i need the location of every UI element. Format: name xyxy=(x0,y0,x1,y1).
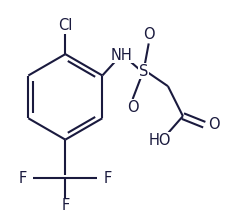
Text: Cl: Cl xyxy=(58,18,73,33)
Text: O: O xyxy=(209,117,220,132)
Text: O: O xyxy=(127,100,139,115)
Text: S: S xyxy=(139,64,148,79)
Text: F: F xyxy=(104,171,112,186)
Text: HO: HO xyxy=(148,133,171,148)
Text: O: O xyxy=(143,27,155,42)
Text: NH: NH xyxy=(111,48,133,63)
Text: F: F xyxy=(19,171,27,186)
Text: F: F xyxy=(61,199,69,213)
